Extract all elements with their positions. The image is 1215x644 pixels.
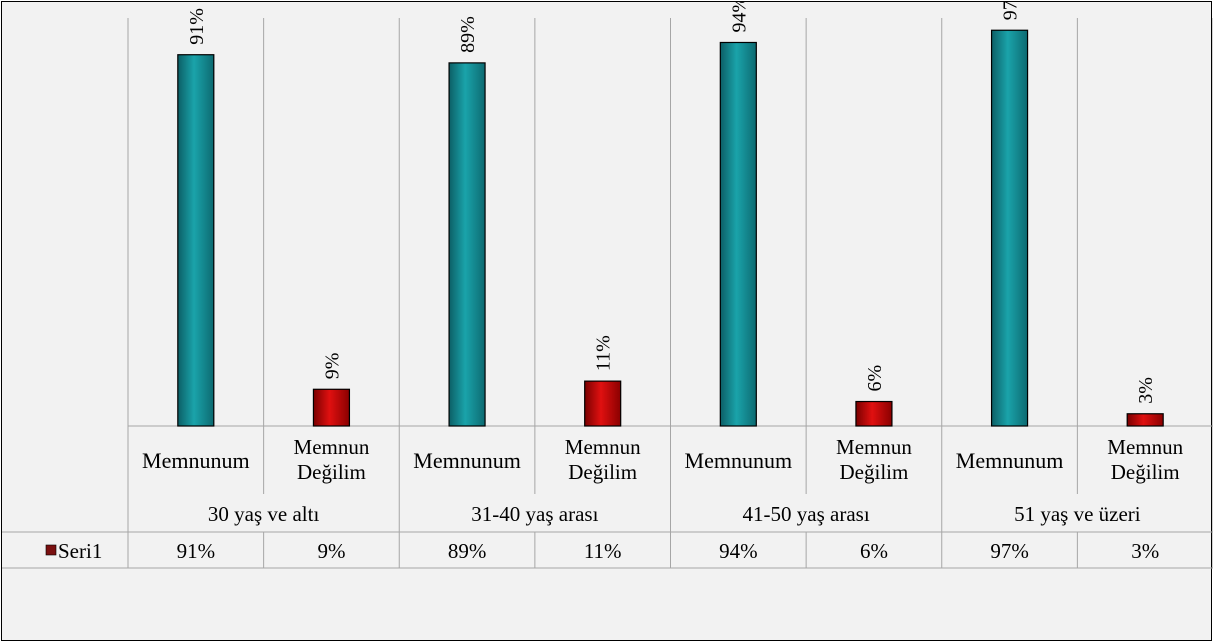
bar-memnunum bbox=[178, 55, 214, 426]
category-label: Memnunum bbox=[142, 448, 250, 473]
data-label: 97% bbox=[1000, 2, 1022, 20]
data-table-value: 11% bbox=[584, 539, 622, 563]
data-table-value: 6% bbox=[860, 539, 888, 563]
category-label: Memnunum bbox=[956, 448, 1064, 473]
group-label: 41-50 yaş arası bbox=[743, 502, 870, 526]
group-label: 51 yaş ve üzeri bbox=[1014, 502, 1141, 526]
legend-key bbox=[46, 545, 56, 555]
category-label-line2: Değilim bbox=[840, 460, 909, 484]
data-table-value: 94% bbox=[719, 539, 758, 563]
data-label: 9% bbox=[321, 353, 343, 380]
data-label: 94% bbox=[728, 2, 750, 32]
data-table-value: 89% bbox=[448, 539, 487, 563]
data-table-value: 97% bbox=[990, 539, 1029, 563]
group-label: 31-40 yaş arası bbox=[471, 502, 598, 526]
bar-memnun-degilim bbox=[856, 402, 892, 426]
category-label-line1: Memnun bbox=[1107, 435, 1183, 459]
category-label-line2: Değilim bbox=[297, 460, 366, 484]
category-label-line2: Değilim bbox=[1111, 460, 1180, 484]
category-label: Memnunum bbox=[685, 448, 793, 473]
data-label: 91% bbox=[186, 8, 208, 45]
bar-memnun-degilim bbox=[1127, 414, 1163, 426]
bar-memnunum bbox=[720, 42, 756, 426]
data-label: 11% bbox=[593, 335, 615, 371]
data-table-value: 3% bbox=[1131, 539, 1159, 563]
category-label-line2: Değilim bbox=[568, 460, 637, 484]
bar-memnunum bbox=[992, 30, 1028, 426]
data-label: 3% bbox=[1135, 377, 1157, 404]
category-label-line1: Memnun bbox=[565, 435, 641, 459]
legend-series-name: Seri1 bbox=[58, 539, 102, 563]
data-label: 6% bbox=[864, 365, 886, 392]
bar-memnun-degilim bbox=[313, 389, 349, 426]
bar-memnunum bbox=[449, 63, 485, 426]
bar-memnun-degilim bbox=[585, 381, 621, 426]
data-table-value: 91% bbox=[177, 539, 216, 563]
data-table-value: 9% bbox=[317, 539, 345, 563]
group-label: 30 yaş ve altı bbox=[208, 502, 320, 526]
data-label: 89% bbox=[457, 16, 479, 53]
category-label-line1: Memnun bbox=[294, 435, 370, 459]
category-label-line1: Memnun bbox=[836, 435, 912, 459]
category-label: Memnunum bbox=[413, 448, 521, 473]
